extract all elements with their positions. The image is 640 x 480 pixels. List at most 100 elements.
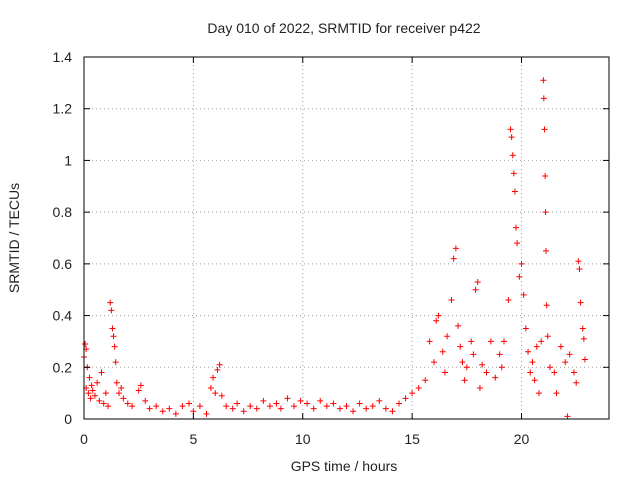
x-tick-label: 20 (514, 431, 530, 447)
chart-title: Day 010 of 2022, SRMTID for receiver p42… (207, 20, 480, 36)
data-point (273, 400, 280, 407)
data-point (118, 384, 125, 391)
data-point (260, 397, 267, 404)
data-point (113, 379, 120, 386)
data-point (153, 403, 160, 410)
y-axis-label: SRMTID / TECUs (6, 183, 22, 293)
data-point (172, 410, 179, 417)
data-point (479, 361, 486, 368)
data-point (85, 390, 92, 397)
data-point (540, 95, 547, 102)
data-point (516, 273, 523, 280)
data-point (116, 390, 122, 397)
y-tick-label: 1.4 (53, 49, 73, 65)
data-point (431, 359, 437, 366)
data-point (543, 302, 550, 309)
data-point (402, 395, 409, 402)
data-point (553, 390, 560, 397)
data-point (546, 364, 553, 371)
data-point (216, 361, 223, 368)
data-point (88, 382, 95, 389)
data-point (496, 351, 503, 358)
data-point (557, 343, 564, 350)
data-point (304, 400, 311, 407)
data-point (110, 333, 117, 340)
data-point (212, 390, 219, 397)
x-tick-label: 10 (295, 431, 311, 447)
y-tick-label: 0 (64, 411, 72, 427)
data-point (580, 335, 587, 342)
data-point (508, 134, 515, 141)
data-point (356, 400, 363, 407)
data-point (142, 397, 149, 404)
data-point (542, 172, 549, 179)
data-point (525, 348, 532, 355)
data-point (284, 395, 291, 402)
data-point (196, 403, 203, 410)
data-point (571, 369, 577, 376)
data-point (108, 307, 115, 314)
data-point (542, 209, 549, 216)
data-point (487, 338, 494, 345)
data-point (576, 266, 583, 273)
data-point (457, 343, 464, 350)
data-point (112, 359, 119, 366)
data-point (573, 379, 580, 386)
data-point (448, 297, 455, 304)
data-point (522, 325, 529, 332)
data-point (369, 403, 376, 410)
data-point (214, 366, 221, 373)
x-tick-label: 0 (80, 431, 88, 447)
data-point (343, 403, 350, 410)
data-point (531, 377, 538, 384)
data-point (501, 338, 507, 345)
data-point (474, 278, 481, 285)
data-point (247, 403, 254, 410)
data-point (498, 364, 505, 371)
data-point (317, 397, 324, 404)
data-point (89, 387, 96, 394)
grid-lines (83, 56, 609, 420)
data-point (441, 369, 448, 376)
data-point (203, 410, 210, 417)
data-point (98, 369, 105, 376)
data-point (207, 384, 214, 391)
plot-frame (83, 56, 610, 420)
data-point (455, 322, 462, 329)
data-point (96, 397, 103, 404)
data-point (166, 405, 173, 412)
data-point (541, 126, 548, 133)
data-point (82, 341, 89, 348)
data-point (229, 405, 236, 412)
data-point (323, 403, 330, 410)
data-point (389, 408, 396, 415)
data-point (452, 245, 459, 252)
data-point (433, 317, 440, 324)
data-point (240, 408, 247, 415)
data-point (426, 338, 433, 345)
data-point (459, 359, 466, 366)
data-point (159, 408, 166, 415)
data-point (129, 403, 136, 410)
data-point (310, 405, 317, 412)
axis-ticks (83, 56, 609, 420)
data-point (540, 77, 547, 84)
x-tick-label: 15 (404, 431, 420, 447)
data-point (533, 343, 540, 350)
data-point (376, 397, 383, 404)
x-tick-labels: 0 5 10 15 20 (80, 431, 529, 447)
data-point (135, 387, 142, 394)
data-point (544, 333, 551, 340)
data-point (109, 325, 116, 332)
data-point (575, 258, 582, 265)
y-tick-label: 0.2 (53, 359, 73, 375)
data-point (513, 224, 520, 231)
data-point (146, 405, 153, 412)
data-point (336, 405, 343, 412)
data-point (422, 377, 429, 384)
data-points (81, 77, 588, 420)
data-point (538, 338, 545, 345)
data-point (253, 405, 260, 412)
data-point (551, 369, 558, 376)
